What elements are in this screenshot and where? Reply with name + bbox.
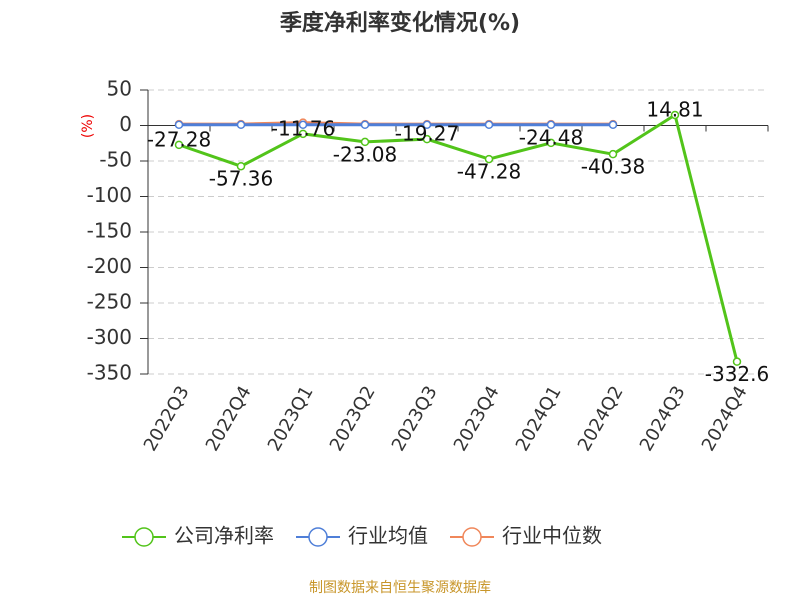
data-point [484,154,494,164]
data-point [236,161,246,171]
data-point [298,129,308,139]
y-tick-label: -50 [99,148,132,172]
y-tick-label: -200 [87,254,132,278]
x-tick-label: 2024Q2 [574,383,628,455]
legend-marker [462,527,482,547]
x-tick-label: 2024Q1 [512,383,566,455]
data-point [360,120,370,130]
data-point [298,120,308,130]
source-note: 制图数据来自恒生聚源数据库 [309,580,491,596]
data-point [608,120,618,130]
data-point [732,357,742,366]
x-tick-label: 2024Q4 [698,383,752,455]
x-tick-label: 2023Q1 [264,383,318,455]
x-tick-label: 2023Q2 [326,383,380,455]
y-tick-label: -250 [87,290,132,314]
x-tick-label: 2022Q3 [140,383,194,455]
data-label: -23.08 [333,142,397,166]
chart-title: 季度净利率变化情况(%) [280,10,520,36]
data-point [422,134,432,144]
data-label: -57.36 [209,167,273,191]
legend-label: 行业中位数 [502,524,602,548]
data-point [484,120,494,130]
data-point [546,120,556,130]
y-tick-label: 0 [119,112,132,136]
data-label: -24.48 [519,125,583,149]
data-label: -11.76 [271,116,335,140]
legend-label: 公司净利率 [174,524,274,548]
data-point [360,137,370,147]
data-label: -332.6 [705,362,769,386]
data-label: 14.81 [646,97,703,121]
x-tick-label: 2022Q4 [202,383,256,455]
y-tick-label: -100 [87,183,132,207]
data-label: -40.38 [581,155,645,179]
x-tick-label: 2023Q3 [388,383,442,455]
data-label: -19.27 [395,122,459,146]
data-point [608,149,618,159]
legend-label: 行业均值 [348,524,428,548]
data-point [174,120,184,130]
data-point [174,140,184,150]
data-point [546,138,556,148]
legend-marker [308,527,328,547]
data-point [236,120,246,130]
y-axis-label: (%) [80,114,96,138]
data-label: -47.28 [457,160,521,184]
data-point [670,110,680,120]
x-tick-label: 2024Q3 [636,383,690,455]
y-tick-label: -150 [87,219,132,243]
series-line [178,112,739,363]
y-tick-label: -350 [87,361,132,385]
x-tick-label: 2023Q4 [450,383,504,455]
data-point [422,120,432,130]
y-tick-label: -300 [87,325,132,349]
y-tick-label: 50 [107,77,132,101]
legend-marker [134,527,154,547]
data-label: -27.28 [147,127,211,151]
